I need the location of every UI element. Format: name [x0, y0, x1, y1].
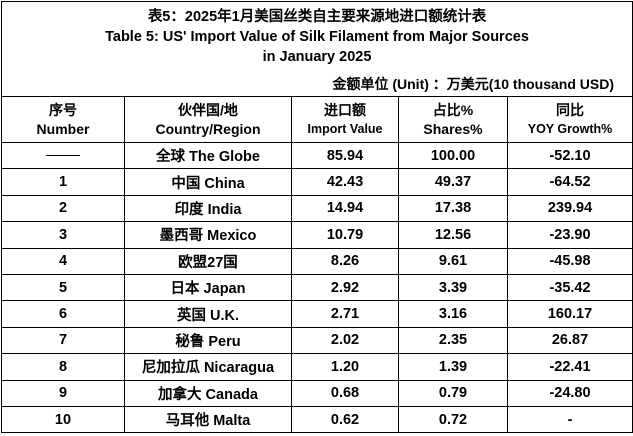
cell-yoy: 26.87: [506, 326, 633, 355]
cell-value: 2.71: [291, 300, 399, 328]
table-row: 4 欧盟27国 8.26 9.61 -45.98: [1, 247, 633, 275]
cell-share: 9.61: [398, 247, 508, 275]
cell-country: 印度 India: [124, 194, 292, 223]
header-value: 进口额 Import Value: [291, 96, 399, 143]
header-share: 占比% Shares%: [398, 96, 508, 143]
header-share-en: Shares%: [423, 120, 483, 137]
dash-mark: [46, 155, 80, 157]
header-yoy-en: YOY Growth%: [527, 121, 613, 136]
cell-share: 49.37: [398, 168, 508, 196]
table-row: 10 马耳他 Malta 0.62 0.72-: [1, 405, 633, 434]
cell-number: 6: [1, 300, 125, 328]
cell-value: 0.68: [291, 379, 399, 407]
table-title: 表5：2025年1月美国丝类自主要来源地进口额统计表 Table 5: US' …: [0, 1, 633, 72]
cell-value: 2.02: [291, 326, 399, 355]
cell-share: 0.72: [398, 405, 508, 434]
table-row: 5 日本 Japan 2.92 3.39 -35.42: [1, 273, 633, 302]
cell-country: 日本 Japan: [124, 273, 292, 302]
cell-value: 42.43: [291, 168, 399, 196]
cell-share: 12.56: [398, 221, 508, 249]
cell-share: 1.39: [398, 353, 508, 381]
cell-number: 4: [1, 247, 125, 275]
cell-country: 墨西哥 Mexico: [124, 221, 292, 249]
cell-number: 3: [1, 221, 125, 249]
cell-yoy: -45.98: [506, 247, 633, 275]
title-en-line1: Table 5: US' Import Value of Silk Filame…: [105, 29, 529, 45]
cell-value: 0.62: [291, 405, 399, 434]
cell-number: 7: [1, 326, 125, 355]
header-number-en: Number: [36, 120, 90, 137]
table-row: 2 印度 India 14.94 17.38 239.94: [1, 194, 633, 223]
cell-value: 2.92: [291, 273, 399, 302]
cell-country: 中国 China: [124, 168, 292, 196]
title-en-line2: in January 2025: [262, 49, 372, 65]
table-body: 全球 The Globe 85.94 100.00 -52.10 1 中国 China 42…: [1, 141, 633, 434]
header-country-cn: 伙伴国/地: [178, 101, 238, 118]
table-row: 9 加拿大 Canada 0.68 0.79 -24.80: [1, 379, 633, 407]
unit-label: 金额单位 (Unit) ：万美元(10 thousand USD): [0, 72, 633, 97]
table-row: 8 尼加拉瓜 Nicaragua 1.20 1.39 -22.41: [1, 353, 633, 381]
cell-value: 8.26: [291, 247, 399, 275]
cell-number: 2: [1, 194, 125, 223]
header-value-en: Import Value: [307, 121, 383, 136]
cell-number: 10: [1, 405, 125, 434]
cell-yoy: -52.10: [506, 141, 633, 170]
cell-number: 8: [1, 353, 125, 381]
cell-value: 10.79: [291, 221, 399, 249]
cell-yoy: -24.80: [506, 379, 633, 407]
cell-number: 1: [1, 168, 125, 196]
cell-country: 秘鲁 Peru: [124, 326, 292, 355]
cell-yoy: 160.17: [506, 300, 633, 328]
header-yoy-cn: 同比: [556, 101, 584, 118]
cell-share: 17.38: [398, 194, 508, 223]
cell-country: 尼加拉瓜 Nicaragua: [124, 353, 292, 381]
cell-country: 欧盟27国: [124, 247, 292, 275]
title-cn: 表5：2025年1月美国丝类自主要来源地进口额统计表: [147, 9, 487, 25]
table-row: 6 英国 U.K. 2.71 3.16 160.17: [1, 300, 633, 328]
cell-share: 2.35: [398, 326, 508, 355]
header-country: 伙伴国/地 Country/Region: [124, 96, 292, 143]
header-number-cn: 序号: [49, 101, 77, 118]
cell-country: 加拿大 Canada: [124, 379, 292, 407]
cell-number: [1, 141, 125, 170]
cell-value: 85.94: [291, 141, 399, 170]
cell-number: 5: [1, 273, 125, 302]
cell-value: 1.20: [291, 353, 399, 381]
cell-yoy: -35.42: [506, 273, 633, 302]
header-share-cn: 占比%: [432, 101, 474, 118]
cell-country: 英国 U.K.: [124, 300, 292, 328]
cell-value: 14.94: [291, 194, 399, 223]
cell-yoy: -: [506, 405, 633, 434]
cell-yoy: -22.41: [506, 353, 633, 381]
header-country-en: Country/Region: [155, 120, 261, 137]
header-row: 序号 Number 伙伴国/地 Country/Region 进口额 Impor…: [1, 96, 633, 143]
cell-share: 3.16: [398, 300, 508, 328]
table-row: 3 墨西哥 Mexico 10.79 12.56 -23.90: [1, 221, 633, 249]
cell-share: 3.39: [398, 273, 508, 302]
cell-yoy: -64.52: [506, 168, 633, 196]
header-number: 序号 Number: [1, 96, 125, 143]
cell-yoy: -23.90: [506, 221, 633, 249]
table-row: 1 中国 China 42.43 49.37 -64.52: [1, 168, 633, 196]
cell-country: 全球 The Globe: [124, 141, 292, 170]
header-value-cn: 进口额: [324, 101, 366, 118]
table-row: 7 秘鲁 Peru 2.02 2.35 26.87: [1, 326, 633, 355]
cell-share: 100.00: [398, 141, 508, 170]
table-row: 全球 The Globe 85.94 100.00 -52.10: [1, 141, 633, 170]
cell-number: 9: [1, 379, 125, 407]
header-yoy: 同比 YOY Growth%: [506, 96, 633, 143]
cell-country: 马耳他 Malta: [124, 405, 292, 434]
cell-share: 0.79: [398, 379, 508, 407]
cell-yoy: 239.94: [506, 194, 633, 223]
